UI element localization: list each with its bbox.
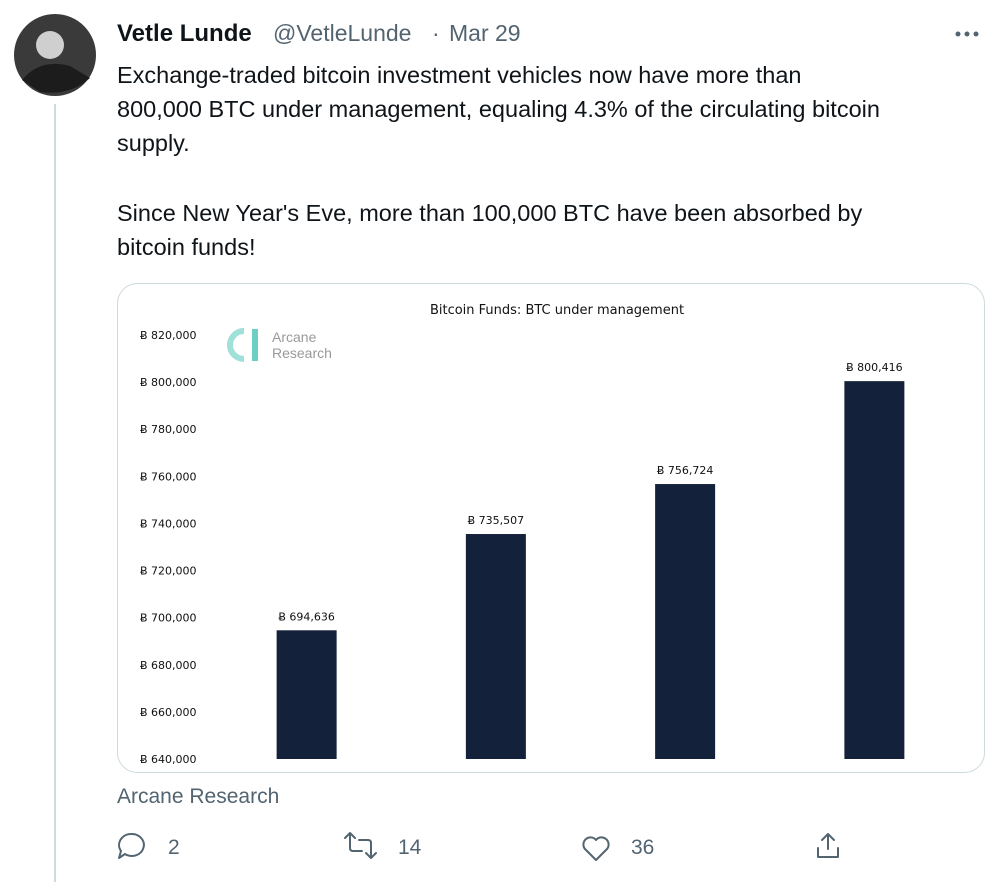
like-button[interactable]: 36	[582, 836, 654, 861]
value-label: Ƀ 694,636	[278, 610, 335, 623]
logo-c	[227, 328, 245, 362]
avatar-body	[22, 63, 90, 93]
y-tick-label: Ƀ 680,000	[140, 659, 197, 672]
y-tick-label: Ƀ 640,000	[140, 753, 197, 766]
retweet-icon	[344, 832, 377, 859]
reply-icon	[118, 832, 145, 859]
author-name[interactable]: Vetle Lunde	[117, 20, 252, 47]
watermark-logo	[227, 328, 258, 362]
retweet-count: 14	[398, 836, 422, 859]
avatar-face	[36, 31, 64, 59]
bar	[276, 630, 337, 759]
separator: ·	[432, 20, 440, 46]
share-button[interactable]	[817, 833, 839, 858]
more-button[interactable]	[955, 31, 979, 37]
chart-title: Bitcoin Funds: BTC under management	[430, 303, 684, 318]
value-label: Ƀ 756,724	[657, 464, 714, 477]
y-tick-label: Ƀ 760,000	[140, 470, 197, 483]
like-icon	[582, 836, 610, 861]
bar	[655, 484, 716, 759]
retweet-button[interactable]: 14	[344, 832, 422, 859]
chart: Bitcoin Funds: BTC under management Arca…	[140, 303, 905, 766]
y-tick-label: Ƀ 720,000	[140, 565, 197, 578]
logo-bar	[252, 329, 258, 361]
dot	[973, 31, 979, 37]
card-source[interactable]: Arcane Research	[117, 785, 279, 808]
y-tick-label: Ƀ 800,000	[140, 376, 197, 389]
tweet-text: 800,000 BTC under management, equaling 4…	[117, 96, 880, 122]
reply-count: 2	[168, 836, 180, 859]
dot	[964, 31, 970, 37]
dot	[955, 31, 961, 37]
y-tick-label: Ƀ 780,000	[140, 423, 197, 436]
value-label: Ƀ 800,416	[846, 361, 903, 374]
tweet-text: bitcoin funds!	[117, 234, 255, 260]
y-tick-label: Ƀ 660,000	[140, 706, 197, 719]
reply-button[interactable]: 2	[118, 832, 180, 859]
like-count: 36	[631, 836, 654, 859]
author-handle[interactable]: @VetleLunde	[273, 20, 411, 46]
watermark-text: Arcane	[272, 329, 317, 345]
tweet-text: Since New Year's Eve, more than 100,000 …	[117, 200, 862, 226]
share-icon	[817, 833, 839, 858]
value-label: Ƀ 735,507	[468, 514, 525, 527]
bar	[465, 534, 526, 759]
bar	[844, 381, 905, 759]
watermark-text: Research	[272, 345, 332, 361]
y-tick-label: Ƀ 700,000	[140, 612, 197, 625]
tweet-text: supply.	[117, 130, 190, 156]
tweet-text: Exchange-traded bitcoin investment vehic…	[117, 62, 802, 88]
y-tick-label: Ƀ 820,000	[140, 329, 197, 342]
date[interactable]: Mar 29	[449, 20, 521, 46]
y-tick-label: Ƀ 740,000	[140, 517, 197, 530]
